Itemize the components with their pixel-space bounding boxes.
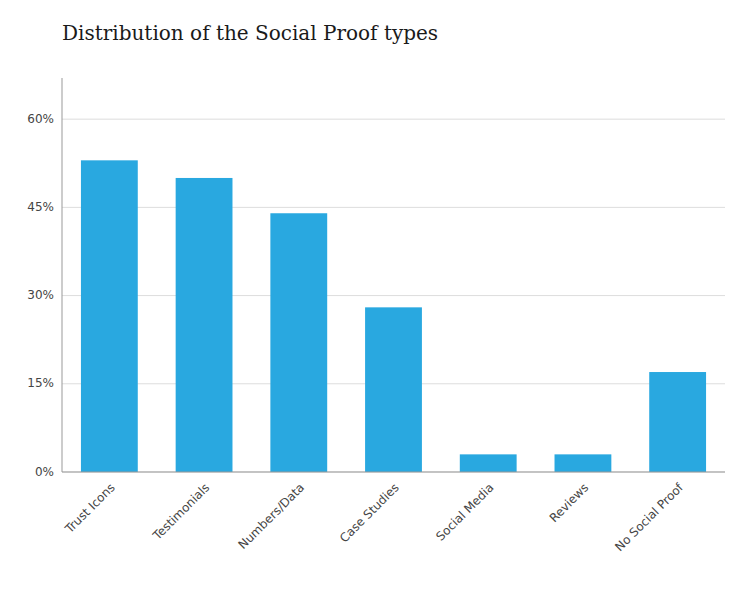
x-axis-line	[62, 472, 725, 473]
grid-line	[62, 207, 725, 208]
x-axis: Trust Icons Testimonials Numbers/Data Case …	[62, 480, 687, 554]
grid-line	[62, 295, 725, 296]
x-tick-label: No Social Proof	[612, 480, 686, 554]
y-tick-label: 15%	[27, 376, 54, 390]
grid-line	[62, 472, 725, 473]
bar	[176, 178, 233, 472]
x-tick-label: Numbers/Data	[236, 480, 308, 552]
x-tick-label: Social Media	[433, 480, 496, 543]
y-tick-label: 30%	[27, 288, 54, 302]
x-tick-label: Testimonials	[150, 480, 213, 543]
bar	[649, 372, 706, 472]
x-tick-label: Trust Icons	[62, 480, 118, 536]
bars	[81, 160, 706, 472]
grid-line	[62, 119, 725, 120]
bar	[81, 160, 138, 472]
y-tick-label: 45%	[27, 200, 54, 214]
bar	[460, 454, 517, 472]
bar	[270, 213, 327, 472]
x-tick-label: Reviews	[547, 480, 592, 525]
chart: 0% 15% 30% 45% 60% Trust Icons Testimonials Num…	[0, 0, 747, 600]
y-axis: 0% 15% 30% 45% 60%	[27, 112, 725, 479]
y-tick-label: 60%	[27, 112, 54, 126]
title: Distribution of the Social Proof types	[62, 21, 438, 45]
chart-container: 0% 15% 30% 45% 60% Trust Icons Testimonials Num…	[0, 0, 747, 600]
y-axis-line	[62, 78, 63, 472]
bar	[555, 454, 612, 472]
y-tick-label: 0%	[35, 465, 54, 479]
x-tick-label: Case Studies	[337, 480, 402, 545]
bar	[365, 307, 422, 472]
page: {"chart_data": {"type": "bar", "title": …	[0, 0, 747, 600]
